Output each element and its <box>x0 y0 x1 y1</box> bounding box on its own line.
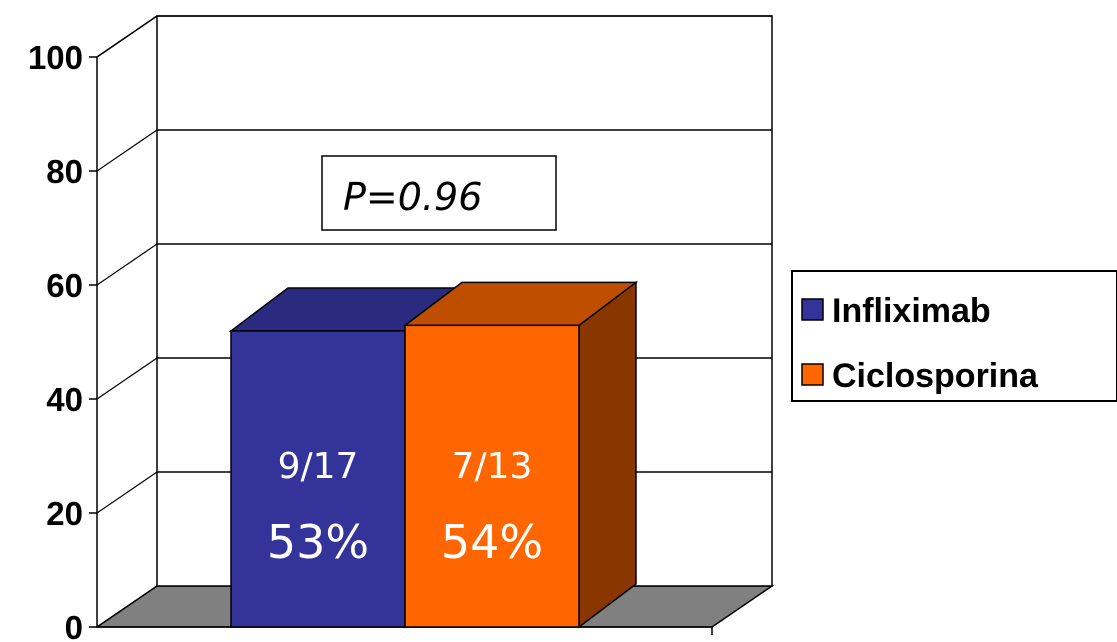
bar-fraction-label-infliximab: 9/17 <box>278 446 359 487</box>
bar-side-ciclosporina <box>578 280 637 629</box>
y-tick-label: 40 <box>46 381 83 418</box>
legend-swatch-infliximab <box>801 298 824 321</box>
legend-swatch-ciclosporina <box>801 363 824 386</box>
gridline-depth <box>96 471 158 514</box>
bar-percent-label-ciclosporina: 54% <box>441 515 543 569</box>
p-value-box <box>321 155 557 231</box>
gridline-depth <box>96 243 158 286</box>
y-tick-label: 0 <box>65 609 83 642</box>
bar-percent-label-infliximab: 53% <box>267 515 369 569</box>
y-tick-label: 80 <box>46 153 83 190</box>
legend-box <box>791 270 1117 402</box>
y-tick-label: 20 <box>46 495 83 532</box>
p-value-text: P=0.96 <box>343 175 482 219</box>
bar-fraction-label-ciclosporina: 7/13 <box>452 446 533 487</box>
y-tick-label: 60 <box>46 267 83 304</box>
gridline-depth <box>96 357 158 400</box>
legend-label-ciclosporina: Ciclosporina <box>832 357 1039 395</box>
bars-layer: 9/17 53% 7/13 54% <box>228 280 639 629</box>
bar-front-infliximab <box>230 330 406 628</box>
bar-front-ciclosporina <box>404 324 580 628</box>
y-tick-label: 100 <box>28 39 83 76</box>
gridline-depth <box>96 15 158 58</box>
gridline-depth <box>96 129 158 172</box>
legend-label-infliximab: Infliximab <box>832 292 991 330</box>
gridline-depth <box>96 585 158 628</box>
annotation-layer: P=0.96 <box>321 155 557 231</box>
legend: Infliximab Ciclosporina <box>791 270 1117 402</box>
